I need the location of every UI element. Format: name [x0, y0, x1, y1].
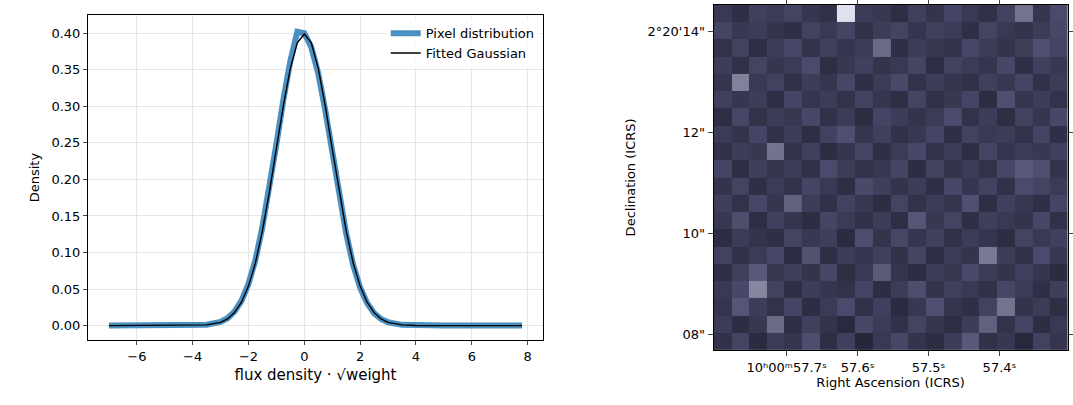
svg-text:Declination (ICRS): Declination (ICRS)	[623, 118, 638, 236]
svg-text:0.35: 0.35	[51, 62, 80, 77]
svg-text:0: 0	[300, 349, 308, 364]
svg-text:0.10: 0.10	[51, 245, 80, 260]
svg-text:Pixel distribution: Pixel distribution	[426, 26, 534, 41]
svg-text:4: 4	[412, 349, 420, 364]
svg-text:57.5ˢ: 57.5ˢ	[912, 360, 946, 375]
svg-text:10ʰ00ᵐ57.7ˢ: 10ʰ00ᵐ57.7ˢ	[747, 360, 827, 375]
svg-text:57.4ˢ: 57.4ˢ	[983, 360, 1017, 375]
svg-text:0.15: 0.15	[51, 209, 80, 224]
svg-text:10": 10"	[682, 226, 705, 241]
svg-text:Fitted Gaussian: Fitted Gaussian	[426, 46, 526, 61]
svg-text:0.30: 0.30	[51, 99, 80, 114]
svg-text:6: 6	[468, 349, 476, 364]
svg-text:2: 2	[356, 349, 364, 364]
svg-text:Right Ascension (ICRS): Right Ascension (ICRS)	[816, 375, 964, 390]
svg-text:−4: −4	[183, 349, 202, 364]
svg-text:flux density · √weight: flux density · √weight	[234, 366, 396, 384]
svg-text:−6: −6	[127, 349, 146, 364]
svg-text:−2: −2	[239, 349, 258, 364]
svg-text:0.25: 0.25	[51, 135, 80, 150]
svg-text:57.6ˢ: 57.6ˢ	[841, 360, 875, 375]
svg-text:0.40: 0.40	[51, 26, 80, 41]
svg-text:08": 08"	[682, 327, 705, 342]
svg-text:0.20: 0.20	[51, 172, 80, 187]
svg-text:Density: Density	[27, 153, 42, 203]
svg-text:8: 8	[523, 349, 531, 364]
svg-text:2°20'14": 2°20'14"	[648, 24, 705, 39]
svg-text:0.00: 0.00	[51, 318, 80, 333]
svg-text:0.05: 0.05	[51, 282, 80, 297]
svg-text:12": 12"	[682, 125, 705, 140]
